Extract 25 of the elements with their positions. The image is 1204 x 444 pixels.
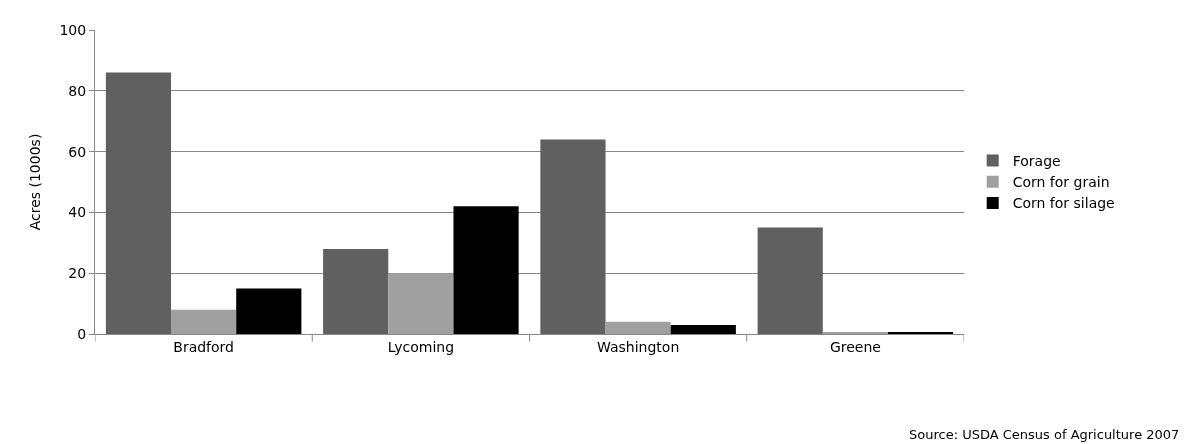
bar <box>388 273 454 334</box>
bar <box>323 248 389 334</box>
source-note: Source: USDA Census of Agriculture 2007 <box>909 427 1180 442</box>
bar <box>540 139 606 334</box>
bar <box>105 72 172 334</box>
y-axis-title: Acres (1000s) <box>27 133 44 231</box>
x-tick-label: Lycoming <box>387 338 455 355</box>
legend-label: Forage <box>1012 153 1061 170</box>
x-tick-label: Greene <box>829 338 881 355</box>
bar <box>453 206 519 334</box>
bar <box>171 309 237 334</box>
y-tick-label: 40 <box>68 204 87 221</box>
bar <box>757 227 823 334</box>
y-tick-label: 60 <box>68 143 87 160</box>
legend-label: Corn for grain <box>1012 174 1110 191</box>
y-tick-label: 100 <box>59 21 87 38</box>
y-tick-label: 0 <box>77 325 87 342</box>
y-tick-label: 80 <box>68 82 87 99</box>
x-tick-label: Bradford <box>173 338 234 355</box>
bar <box>605 321 671 334</box>
x-tick-label: Washington <box>596 338 680 355</box>
y-tick-label: 20 <box>68 265 87 282</box>
bar <box>670 324 736 334</box>
bar <box>236 288 302 334</box>
legend-label: Corn for silage <box>1012 195 1115 212</box>
